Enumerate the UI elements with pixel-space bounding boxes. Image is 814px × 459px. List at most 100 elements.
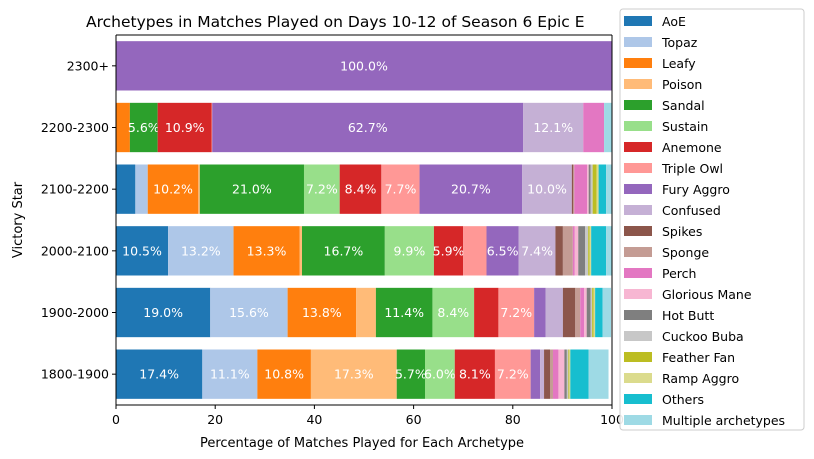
data-label: 5.7% xyxy=(395,367,427,382)
bar-segment xyxy=(588,226,590,276)
data-label: 7.4% xyxy=(521,243,553,258)
y-tick-label: 2300+ xyxy=(67,58,109,73)
bar-segment xyxy=(586,287,591,338)
bar-segment xyxy=(573,164,575,214)
data-label: 7.2% xyxy=(497,367,529,382)
bar-segment xyxy=(116,102,130,153)
bar-segment xyxy=(210,287,288,338)
data-label: 12.1% xyxy=(533,120,573,135)
data-label: 19.0% xyxy=(143,305,183,320)
legend-label: Glorious Mane xyxy=(662,287,752,302)
legend-swatch xyxy=(624,289,652,299)
legend-swatch xyxy=(624,121,652,131)
data-label: 8.1% xyxy=(459,367,491,382)
legend-swatch xyxy=(624,310,652,320)
data-label: 17.4% xyxy=(139,367,179,382)
y-tick-label: 2200-2300 xyxy=(41,120,109,135)
bar-segment xyxy=(590,164,593,214)
bar-segment xyxy=(598,164,607,214)
data-label: 11.1% xyxy=(210,367,250,382)
bar-segment xyxy=(530,349,541,399)
bar-segment xyxy=(593,287,596,338)
bar-segment xyxy=(463,226,487,276)
bar-segment xyxy=(116,41,612,91)
y-tick-label: 1800-1900 xyxy=(41,367,109,382)
bar-segment xyxy=(591,226,607,276)
axes: 2300+ 2200-2300 2100-2200 2000-2100 1900-200… xyxy=(41,34,624,427)
bar-segment xyxy=(199,164,304,214)
bar-segment xyxy=(381,164,420,214)
legend-swatch xyxy=(624,352,652,362)
x-tick-label: 60 xyxy=(406,412,422,427)
bar-segment xyxy=(534,287,546,338)
bar-segment xyxy=(310,349,397,399)
bar-segment xyxy=(580,287,585,338)
bar-segment xyxy=(518,226,556,276)
bar-segment xyxy=(257,349,311,399)
x-tick-label: 80 xyxy=(505,412,521,427)
legend-label: Sponge xyxy=(662,245,709,260)
bar-segment xyxy=(596,164,599,214)
bar-segment xyxy=(602,287,612,338)
bar-segment xyxy=(116,349,203,399)
bar-segment xyxy=(585,226,589,276)
bar-segment xyxy=(592,287,594,338)
legend-swatch xyxy=(624,16,652,26)
bar-segment xyxy=(562,287,576,338)
bar-segment xyxy=(564,349,567,399)
x-tick-label: 40 xyxy=(306,412,322,427)
legend-label: Perch xyxy=(662,266,696,281)
legend-label: AoE xyxy=(662,14,686,29)
data-label: 62.7% xyxy=(348,120,388,135)
legend-label: Confused xyxy=(662,203,721,218)
bar-segment xyxy=(545,287,563,338)
bar-segment xyxy=(494,349,531,399)
bar-segment xyxy=(540,349,545,399)
bar-segment xyxy=(116,164,136,214)
bar-segment xyxy=(590,287,593,338)
bar-segment xyxy=(578,226,586,276)
bar-segment xyxy=(384,226,434,276)
data-label: 16.7% xyxy=(324,243,364,258)
bar-segment xyxy=(595,287,603,338)
legend-swatch xyxy=(624,58,652,68)
bar-segment xyxy=(339,164,382,214)
legend-label: Cuckoo Buba xyxy=(662,329,744,344)
bar-segment xyxy=(302,226,385,276)
bar-segment xyxy=(486,226,519,276)
legend-label: Anemone xyxy=(662,140,722,155)
data-label: 9.9% xyxy=(394,243,426,258)
legend-swatch xyxy=(624,79,652,89)
bar-segment xyxy=(135,164,148,214)
legend: AoE Topaz Leafy Poison Sandal Sustain Anemone T… xyxy=(619,8,805,431)
bar-segment xyxy=(303,164,340,214)
data-label: 6.0% xyxy=(424,367,456,382)
data-label: 10.0% xyxy=(527,182,567,197)
bar-segment xyxy=(522,164,572,214)
legend-label: Feather Fan xyxy=(662,350,735,365)
bar-segment xyxy=(568,349,570,399)
bar-segment xyxy=(570,349,589,399)
legend-swatch xyxy=(624,247,652,257)
bar-segment xyxy=(299,226,302,276)
bar-segment xyxy=(555,226,563,276)
legend-swatch xyxy=(624,226,652,236)
legend-swatch xyxy=(624,100,652,110)
bar-segment xyxy=(523,102,584,153)
bar-segment xyxy=(558,349,565,399)
bar-segment xyxy=(287,287,357,338)
bar-segment xyxy=(562,226,573,276)
legend-swatch xyxy=(624,37,652,47)
legend-label: Hot Butt xyxy=(662,308,714,323)
data-label: 17.3% xyxy=(334,367,374,382)
bar-segment xyxy=(168,226,234,276)
bar-segment xyxy=(575,287,581,338)
data-label: 13.2% xyxy=(181,243,221,258)
y-tick-label: 2100-2200 xyxy=(41,182,109,197)
legend-swatch xyxy=(624,394,652,404)
bar-segment xyxy=(157,102,212,153)
data-label: 13.8% xyxy=(302,305,342,320)
data-label: 10.2% xyxy=(153,182,193,197)
legend-swatch xyxy=(624,415,652,425)
y-axis-label: Victory Star xyxy=(11,181,26,258)
